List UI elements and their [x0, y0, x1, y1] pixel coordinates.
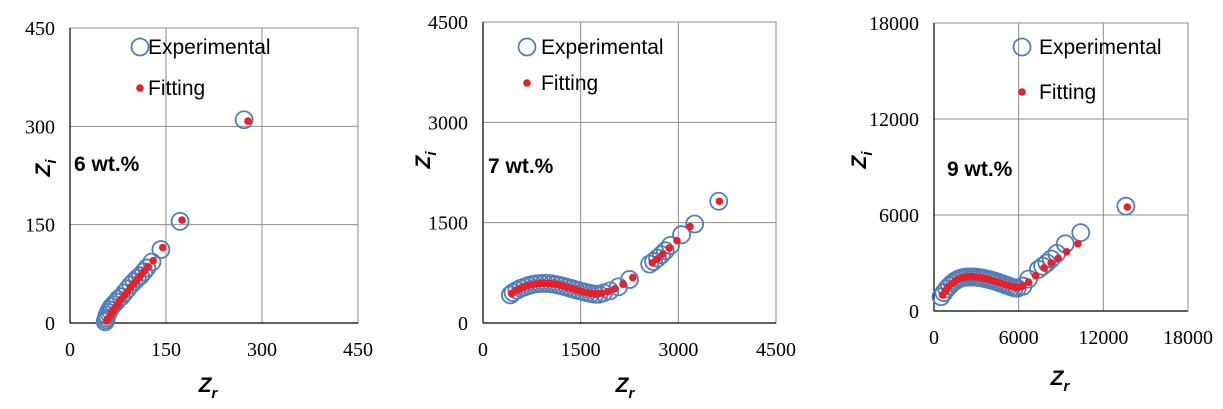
legend-label-experimental: Experimental	[1039, 36, 1162, 59]
x-tick-label: 12000	[1078, 327, 1128, 349]
fitting-point	[653, 254, 662, 263]
x-tick-label: 18000	[1163, 327, 1213, 349]
experimental-point	[685, 214, 705, 234]
y-axis-label: Zi	[32, 159, 60, 178]
legend-label-experimental: Experimental	[148, 36, 271, 59]
x-tick-label: 3000	[658, 339, 698, 361]
experimental-point	[672, 225, 691, 245]
experimental-point	[234, 110, 254, 130]
x-axis-label: Zr	[615, 374, 636, 402]
fitting-point	[665, 244, 674, 252]
fitting-point	[628, 273, 637, 282]
experimental-point	[142, 252, 162, 272]
legend-label-fitting: Fitting	[541, 72, 598, 95]
fitting-point	[1047, 259, 1055, 267]
fitting-point	[1019, 282, 1027, 290]
fitting-point	[1062, 248, 1071, 256]
fitting-point	[648, 259, 657, 267]
experimental-point	[137, 258, 157, 278]
experimental-point	[661, 236, 680, 255]
experimental-point	[1071, 223, 1091, 243]
legend-marker-fitting	[136, 84, 144, 92]
experimental-point	[709, 191, 729, 211]
fitting-point	[686, 222, 694, 231]
chart-panel-3: 0 6000 12000 18000 0 6000 12000 18000 Zr Zi 9 wt.%…	[848, 13, 1213, 395]
y-tick-label: 6000	[879, 205, 919, 227]
fitting-point	[1074, 240, 1082, 248]
fitting-point	[149, 256, 157, 265]
experimental-point	[1037, 253, 1057, 273]
legend-label-experimental: Experimental	[541, 36, 664, 59]
experimental-point	[151, 240, 171, 259]
experimental-point	[124, 272, 144, 292]
fitting-point	[1123, 203, 1132, 211]
y-tick-label: 0	[45, 313, 55, 335]
fitting-point	[1024, 278, 1033, 287]
fitting-point	[1031, 272, 1040, 280]
y-tick-label: 150	[25, 215, 55, 237]
x-axis-label: Zr	[1050, 367, 1071, 395]
y-tick-label: 12000	[869, 109, 919, 131]
chart-panel-2: 0 1500 3000 4500 0 1500 3000 4500 Zr Zi 7 wt.% Expe…	[412, 12, 796, 402]
experimental-point	[170, 211, 190, 231]
fitting-point	[715, 197, 724, 206]
x-axis-label: Zr	[198, 374, 219, 402]
legend-marker-fitting	[523, 79, 531, 87]
y-tick-label: 450	[25, 18, 55, 40]
y-tick-label: 18000	[869, 13, 919, 35]
legend-marker-experimental	[130, 37, 150, 57]
fitting-point	[619, 280, 627, 289]
legend-label-fitting: Fitting	[1039, 81, 1096, 104]
x-tick-label: 1500	[561, 339, 601, 361]
x-tick-label: 300	[247, 339, 277, 361]
concentration-annotation: 6 wt.%	[74, 153, 140, 176]
fitting-point	[1054, 254, 1062, 262]
y-tick-label: 300	[25, 116, 55, 138]
chart-panel-1: 0 150 300 450 0 150 300 450 Zr Zi 6 wt.% Experiment…	[25, 18, 373, 402]
legend-marker-experimental	[517, 37, 537, 57]
x-tick-label: 0	[65, 339, 75, 361]
legend-label-fitting: Fitting	[148, 77, 205, 100]
x-tick-label: 0	[929, 327, 939, 349]
y-tick-label: 3000	[428, 112, 468, 134]
y-tick-label: 4500	[428, 12, 468, 34]
x-tick-label: 0	[478, 339, 488, 361]
concentration-annotation: 7 wt.%	[488, 155, 554, 178]
y-axis-label: Zi	[848, 151, 876, 170]
fitting-point	[610, 285, 619, 293]
fitting-point	[178, 216, 186, 224]
y-axis-label: Zi	[412, 151, 440, 170]
experimental-point	[500, 285, 520, 305]
legend-marker-fitting	[1018, 88, 1026, 96]
x-tick-label: 6000	[999, 327, 1039, 349]
x-tick-label: 150	[151, 339, 181, 361]
x-tick-label: 450	[343, 339, 373, 361]
fitting-point	[598, 289, 606, 298]
fitting-point	[604, 287, 612, 296]
experimental-point	[127, 269, 147, 288]
fitting-point	[658, 250, 667, 258]
fitting-point	[159, 243, 167, 252]
experimental-point	[1116, 196, 1136, 216]
x-tick-label: 4500	[756, 339, 796, 361]
y-tick-label: 0	[458, 313, 468, 335]
experimental-point	[620, 270, 639, 289]
fitting-point	[673, 236, 681, 245]
fitting-point	[1040, 264, 1048, 272]
fitting-point	[244, 117, 252, 125]
legend-marker-experimental	[1012, 37, 1032, 57]
y-tick-label: 1500	[428, 213, 468, 235]
y-tick-label: 0	[909, 301, 919, 323]
concentration-annotation: 9 wt.%	[947, 158, 1013, 181]
fitting-point	[144, 262, 152, 271]
experimental-point	[655, 241, 675, 261]
